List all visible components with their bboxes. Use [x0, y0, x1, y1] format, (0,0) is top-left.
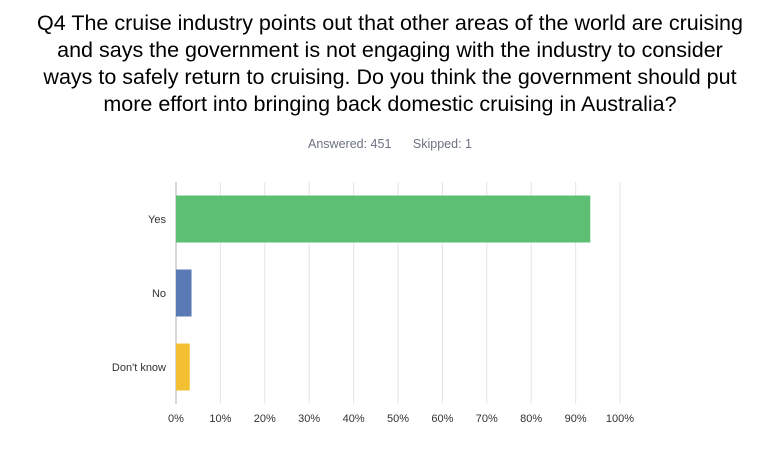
x-tick-label: 20%: [254, 413, 276, 425]
bar-dont-know: [176, 343, 190, 391]
bar-yes: [176, 195, 591, 243]
bar-no: [176, 269, 192, 317]
question-title-line: ways to safely return to cruising. Do yo…: [43, 65, 737, 89]
answered-count: Answered: 451: [308, 137, 392, 151]
category-label: No: [152, 288, 166, 300]
x-tick-label: 0%: [168, 413, 184, 425]
question-title-line: Q4 The cruise industry points out that o…: [37, 11, 743, 35]
x-tick-label: 50%: [387, 413, 409, 425]
x-tick-label: 80%: [520, 413, 542, 425]
question-title: Q4 The cruise industry points out that o…: [0, 10, 780, 118]
category-labels: Yes No Don't know: [112, 214, 167, 374]
bars: [176, 195, 591, 391]
x-tick-label: 40%: [343, 413, 365, 425]
x-tick-label: 30%: [298, 413, 320, 425]
question-title-line: more effort into bringing back domestic …: [103, 92, 677, 116]
x-tick-label: 10%: [209, 413, 231, 425]
category-label: Yes: [148, 214, 166, 226]
x-tick-label: 100%: [606, 413, 634, 425]
x-tick-label: 70%: [476, 413, 498, 425]
response-stats: Answered: 451 Skipped: 1: [0, 137, 780, 151]
question-title-line: and says the government is not engaging …: [57, 38, 723, 62]
x-tick-label: 90%: [565, 413, 587, 425]
x-tick-labels: 0% 10% 20% 30% 40% 50% 60% 70% 80% 90% 100%: [168, 413, 634, 425]
skipped-count: Skipped: 1: [412, 137, 472, 151]
category-label: Don't know: [112, 362, 166, 374]
x-tick-label: 60%: [431, 413, 453, 425]
